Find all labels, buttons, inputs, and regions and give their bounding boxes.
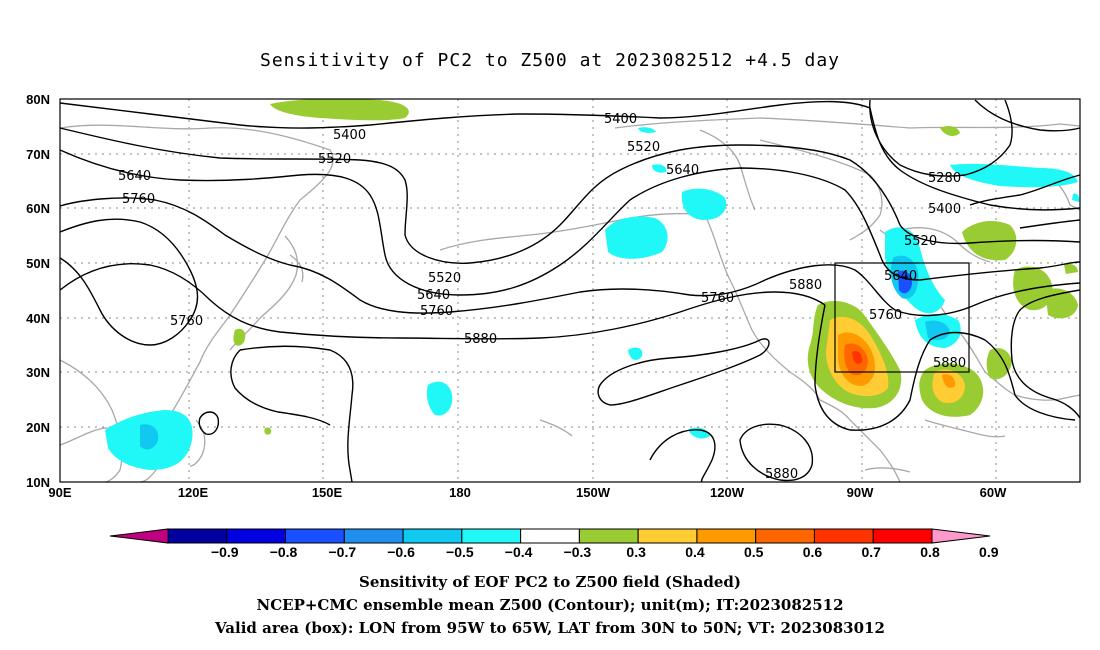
contour-label-5520: 5520 [428, 271, 461, 286]
lon-label: 90W [847, 485, 874, 500]
contour-label-5640: 5640 [666, 163, 699, 178]
colorbar-tick-label: −0.9 [211, 544, 239, 560]
contour-label-5400: 5400 [928, 202, 961, 217]
colorbar-tick-label: −0.7 [328, 544, 356, 560]
colorbar-tick-label: 0.6 [803, 544, 823, 560]
colorbar-arrow-low [109, 528, 169, 544]
colorbar-swatch [461, 528, 522, 544]
colorbar-tick-label: −0.5 [446, 544, 474, 560]
contour-label-5760: 5760 [869, 308, 902, 323]
contour-label-5280: 5280 [928, 171, 961, 186]
caption-line-3: Valid area (box): LON from 95W to 65W, L… [215, 619, 885, 637]
map-grid [60, 99, 1080, 482]
lat-label: 20N [26, 420, 50, 435]
contour-label-5760: 5760 [420, 304, 453, 319]
contour-label-5520: 5520 [318, 152, 351, 167]
lon-label: 150W [576, 485, 611, 500]
contour-label-5520: 5520 [904, 234, 937, 249]
figure-title: Sensitivity of PC2 to Z500 at 2023082512… [259, 50, 840, 71]
colorbar-swatch [578, 528, 639, 544]
colorbar-tick-label: 0.3 [626, 544, 646, 560]
lon-label: 90E [48, 485, 71, 500]
colorbar-tick-label: −0.3 [564, 544, 592, 560]
caption-line-2: NCEP+CMC ensemble mean Z500 (Contour); u… [256, 596, 844, 614]
lon-label: 120E [178, 485, 209, 500]
colorbar-swatch [813, 528, 874, 544]
colorbar-swatch [402, 528, 463, 544]
colorbar-swatch [520, 528, 580, 544]
contour-label-5520: 5520 [627, 140, 660, 155]
colorbar-swatch [755, 528, 815, 544]
lon-label: 60W [980, 485, 1007, 500]
contour-label-5760: 5760 [122, 192, 155, 207]
longitude-labels: 90E 120E 150E 180 150W 120W 90W 60W [48, 485, 1007, 500]
colorbar-swatch [872, 528, 933, 544]
positive-sensitivity-shading [233, 98, 1078, 435]
colorbar-tick-label: −0.8 [270, 544, 298, 560]
valid-area-box [834, 262, 970, 373]
lat-label: 40N [26, 311, 50, 326]
lat-label: 60N [26, 201, 50, 216]
contour-label-5400: 5400 [333, 128, 366, 143]
lat-label: 80N [26, 92, 50, 107]
z500-contours [59, 99, 1081, 483]
colorbar-swatch [343, 528, 404, 544]
negative-sensitivity-shading [105, 127, 1080, 470]
contour-label-5640: 5640 [884, 269, 917, 284]
contour-label-5880: 5880 [464, 332, 497, 347]
lon-label: 150E [312, 485, 343, 500]
colorbar-swatch [226, 528, 287, 544]
colorbar-tick-label: 0.7 [861, 544, 881, 560]
contour-label-5760: 5760 [701, 291, 734, 306]
contour-label-5640: 5640 [417, 288, 450, 303]
colorbar-swatch [696, 528, 757, 544]
lon-label: 120W [710, 485, 745, 500]
lat-label: 10N [26, 475, 50, 490]
colorbar-tick-label: −0.4 [505, 544, 533, 560]
colorbar-tick-label: −0.6 [387, 544, 415, 560]
colorbar-tick-label: 0.9 [979, 544, 999, 560]
contour-label-5880: 5880 [765, 467, 798, 482]
lat-label: 70N [26, 147, 50, 162]
lat-label: 30N [26, 365, 50, 380]
colorbar-swatch [285, 528, 345, 544]
latitude-labels: 80N 70N 60N 50N 40N 30N 20N 10N [26, 92, 50, 490]
contour-label-5880: 5880 [789, 278, 822, 293]
colorbar: −0.9 −0.8 −0.7 −0.6 −0.5 −0.4 −0.3 0.3 0.4 0.5 0.6… [109, 528, 999, 560]
colorbar-swatch [167, 528, 228, 544]
colorbar-arrow-high [931, 528, 991, 544]
lat-label: 50N [26, 256, 50, 271]
colorbar-tick-label: 0.4 [685, 544, 705, 560]
caption-line-1: Sensitivity of EOF PC2 to Z500 field (Sh… [359, 573, 741, 591]
contour-label-5400: 5400 [604, 112, 637, 127]
contour-label-5640: 5640 [118, 169, 151, 184]
colorbar-swatch [637, 528, 698, 544]
colorbar-tick-label: 0.5 [744, 544, 764, 560]
map-plot: 5400 5400 5400 5520 5520 5520 5520 5640 … [59, 98, 1081, 483]
contour-label-5760: 5760 [170, 314, 203, 329]
colorbar-tick-label: 0.8 [920, 544, 940, 560]
lon-label: 180 [449, 485, 471, 500]
contour-label-5880: 5880 [933, 356, 966, 371]
